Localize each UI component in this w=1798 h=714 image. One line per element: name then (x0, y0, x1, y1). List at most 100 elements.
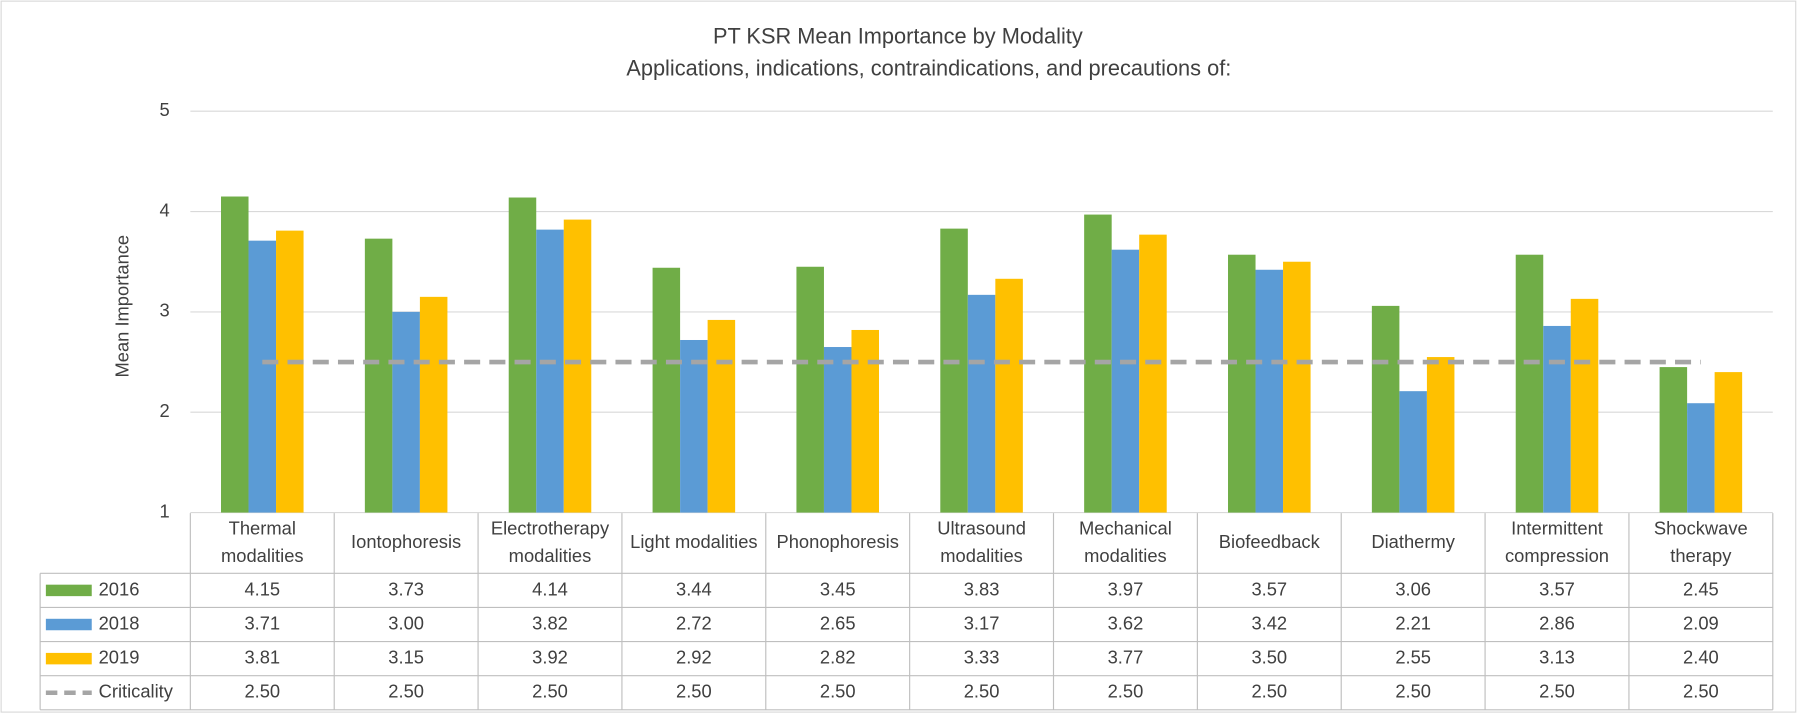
table-cell: 3.57 (1251, 578, 1287, 599)
bar (940, 228, 968, 513)
bar (221, 196, 249, 513)
table-cell: 2.86 (1539, 612, 1575, 633)
legend-label: Criticality (99, 681, 174, 702)
table-cell: 2.50 (532, 681, 568, 702)
table-cell: 3.82 (532, 612, 568, 633)
y-tick-label: 4 (160, 199, 170, 220)
bar (1515, 254, 1544, 513)
table-cell: 2.65 (820, 612, 856, 633)
table-cell: 3.92 (532, 646, 568, 667)
bar (1426, 357, 1455, 513)
table-cell: 3.44 (676, 578, 712, 599)
table-cell: 2.50 (820, 681, 856, 702)
x-tick-label: Mechanical modalities (1079, 518, 1172, 566)
bar (508, 197, 537, 513)
table-cell: 3.77 (1108, 646, 1144, 667)
bar (1371, 305, 1400, 513)
legend-key (45, 618, 92, 631)
table-cell: 2.50 (1395, 681, 1431, 702)
x-tick-label: Shockwave therapy (1653, 518, 1748, 566)
table-cell: 3.57 (1539, 578, 1575, 599)
table-cell: 4.15 (244, 578, 280, 599)
x-tick-label: Iontophoresis (351, 532, 462, 553)
chart-subtitle: Applications, indications, contraindicat… (626, 56, 1231, 81)
table-cell: 2.72 (676, 612, 712, 633)
bar (680, 339, 708, 513)
legend-key (45, 584, 92, 597)
x-tick-label: Diathermy (1371, 532, 1455, 553)
x-tick-label: Phonophoresis (776, 532, 899, 553)
table-cell: 2.40 (1683, 646, 1719, 667)
bar (276, 230, 304, 513)
table-cell: 3.13 (1539, 646, 1575, 667)
table-cell: 3.71 (244, 612, 280, 633)
table-cell: 2.82 (820, 646, 856, 667)
bar (823, 347, 852, 513)
table-cell: 3.15 (388, 646, 424, 667)
table-cell: 2.50 (388, 681, 424, 702)
table-cell: 3.17 (964, 612, 1000, 633)
bar (536, 229, 564, 513)
y-tick-label: 5 (160, 99, 170, 120)
bar (1255, 269, 1284, 513)
table-cell: 3.62 (1108, 612, 1144, 633)
table-cell: 3.81 (244, 646, 280, 667)
bar (1399, 391, 1427, 513)
bar (1283, 261, 1311, 513)
table-cell: 2.09 (1683, 612, 1719, 633)
table-cell: 2.45 (1683, 578, 1719, 599)
bar (796, 266, 824, 513)
table-cell: 2.50 (1251, 681, 1287, 702)
x-tick-label: Ultrasound modalities (937, 518, 1026, 566)
table-cell: 3.06 (1395, 578, 1431, 599)
x-tick-label: Intermittent compression (1504, 518, 1609, 566)
table-cell: 2.50 (1539, 681, 1575, 702)
bar (1687, 403, 1715, 513)
bar (707, 319, 736, 513)
table-cell: 3.45 (820, 578, 856, 599)
bar (1111, 249, 1140, 513)
table-cell: 3.33 (964, 646, 1000, 667)
bar (652, 267, 681, 513)
bar (1543, 325, 1571, 513)
legend-label: 2019 (99, 646, 140, 667)
table-cell: 2.21 (1395, 612, 1431, 633)
bar (1714, 372, 1743, 513)
y-axis-label: Mean Importance (112, 235, 133, 378)
table-cell: 2.92 (676, 646, 712, 667)
bar (392, 311, 420, 513)
bar (364, 238, 393, 513)
legend-key (45, 652, 92, 665)
table-cell: 2.50 (964, 681, 1000, 702)
table-cell: 2.55 (1395, 646, 1431, 667)
x-tick-label: Thermal modalities (220, 518, 304, 566)
table-cell: 3.00 (388, 612, 424, 633)
bar (851, 329, 879, 513)
y-tick-label: 2 (160, 400, 170, 421)
bar (995, 278, 1023, 513)
bar (1228, 254, 1256, 513)
bar (1570, 298, 1599, 513)
table-cell: 3.97 (1108, 578, 1144, 599)
y-tick-label: 3 (160, 300, 170, 321)
table-cell: 3.50 (1251, 646, 1287, 667)
chart-title: PT KSR Mean Importance by Modality (713, 24, 1083, 49)
table-cell: 2.50 (1108, 681, 1144, 702)
table-cell: 3.42 (1251, 612, 1287, 633)
bar (1659, 367, 1688, 513)
x-tick-label: Electrotherapy modalities (490, 518, 610, 566)
bar (1139, 234, 1167, 513)
x-tick-label: Light modalities (630, 532, 758, 553)
table-cell: 4.14 (532, 578, 568, 599)
legend-label: 2018 (99, 612, 140, 633)
bar (248, 240, 277, 513)
x-tick-label: Biofeedback (1218, 532, 1320, 553)
legend-label: 2016 (99, 578, 140, 599)
table-cell: 2.50 (244, 681, 280, 702)
bar (563, 219, 592, 513)
bar (419, 296, 448, 513)
table-cell: 3.83 (964, 578, 1000, 599)
